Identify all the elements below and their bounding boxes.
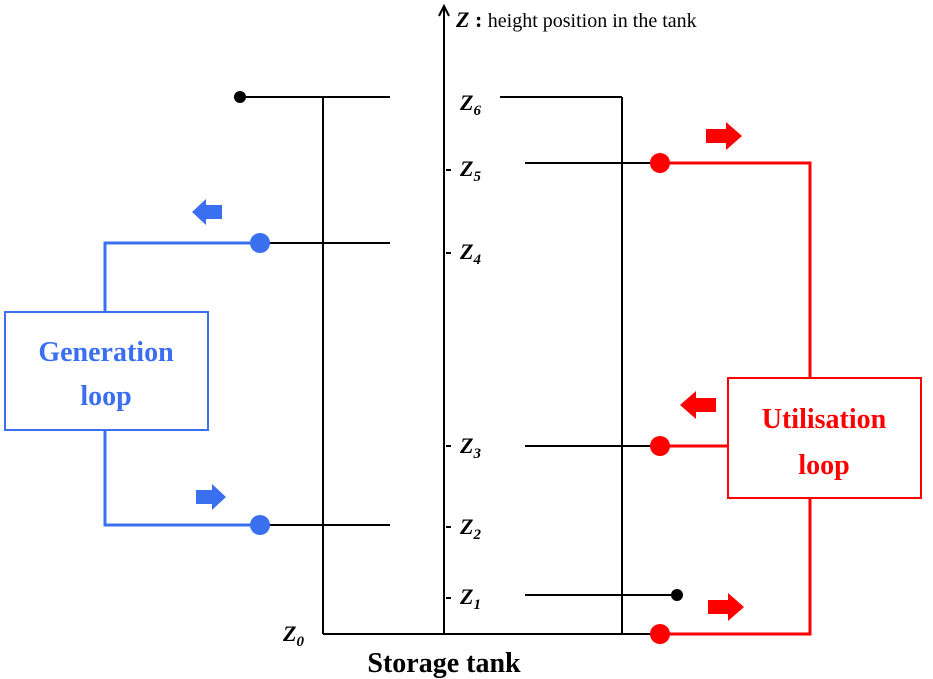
level-label: Z1 <box>459 584 481 613</box>
level-subscript: 3 <box>472 446 481 462</box>
generation-label: loop <box>80 381 131 412</box>
level-label: Z4 <box>459 239 481 268</box>
generation-pipe <box>103 430 260 527</box>
axis-label: Z : height position in the tank <box>455 7 697 32</box>
level-subscript: 0 <box>296 634 304 650</box>
flow-arrows <box>192 122 744 621</box>
generation-box <box>4 311 209 431</box>
ticks <box>446 169 451 599</box>
level-symbol: Z <box>459 433 473 458</box>
utilisation-label: Utilisation <box>762 404 887 435</box>
level-label: Z2 <box>459 514 481 543</box>
level-label: Z6 <box>459 90 481 119</box>
generation-pipe <box>103 241 260 312</box>
level-subscript: 5 <box>473 169 481 185</box>
level-subscript: 2 <box>472 527 481 543</box>
level-subscript: 4 <box>472 252 481 268</box>
generation-label: Generation <box>38 337 174 368</box>
axis-arrow <box>438 3 450 17</box>
level-symbol: Z <box>282 621 296 646</box>
level-subscript: 6 <box>473 103 481 119</box>
level-label: Z5 <box>459 156 481 185</box>
level-symbol: Z <box>459 156 473 181</box>
utilisation-pipe <box>660 498 812 636</box>
level-symbol: Z <box>459 584 473 609</box>
level-symbol: Z <box>459 90 473 115</box>
dots <box>234 91 683 644</box>
lines <box>4 3 922 636</box>
utilisation-label: loop <box>798 450 849 481</box>
utilisation-pipe <box>660 161 812 378</box>
level-label: Z0 <box>282 621 304 650</box>
level-symbol: Z <box>459 239 473 264</box>
level-subscript: 1 <box>473 597 481 613</box>
level-symbol: Z <box>459 514 473 539</box>
tank-label: Storage tank <box>367 648 521 679</box>
utilisation-box <box>727 377 922 499</box>
level-label: Z3 <box>459 433 481 462</box>
